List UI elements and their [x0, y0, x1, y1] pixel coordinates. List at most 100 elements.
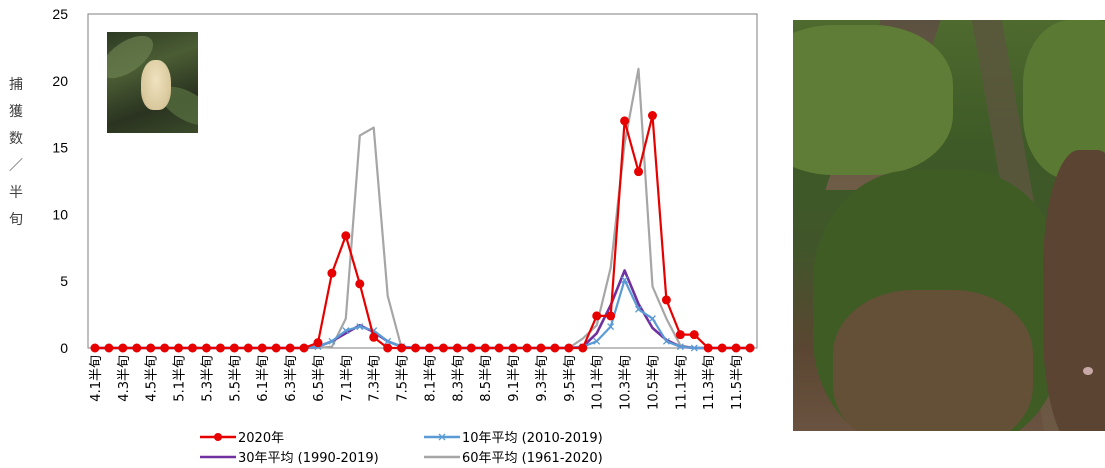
- legend-label: 10年平均 (2010-2019): [462, 431, 603, 446]
- data-point: [745, 343, 755, 353]
- data-point: [494, 343, 504, 353]
- y-tick-label: 0: [60, 340, 68, 356]
- data-point: [592, 311, 602, 321]
- x-tick-label: 4.1半旬: [89, 355, 104, 402]
- data-point: [285, 343, 295, 353]
- x-tick-label: 10.3半旬: [619, 355, 634, 410]
- data-point: [522, 343, 532, 353]
- x-tick-label: 6.5半旬: [312, 355, 327, 402]
- legend-label: 60年平均 (1961-2020): [462, 451, 603, 466]
- data-point: [132, 343, 142, 353]
- data-point: [661, 295, 671, 305]
- tea-field-photo: [793, 20, 1105, 431]
- x-tick-label: 5.5半旬: [228, 355, 243, 402]
- data-point: [647, 111, 657, 121]
- data-point: [536, 343, 546, 353]
- x-tick-label: 11.3半旬: [702, 355, 717, 410]
- tea-row: [793, 25, 953, 175]
- series-line: [95, 114, 750, 350]
- data-point: [690, 344, 698, 352]
- data-point: [355, 279, 365, 289]
- line-chart: 0 5 10 15 20 25 4.1半旬 4.3半旬 4.5半旬 5.1半旬 5.3半旬 5.5半旬…: [52, 6, 758, 466]
- x-tick-label: 4.3半旬: [117, 355, 132, 402]
- data-point: [635, 305, 642, 313]
- data-point: [452, 343, 462, 353]
- series-line: [95, 278, 750, 350]
- data-point: [257, 343, 267, 353]
- y-tick-label: 20: [52, 73, 68, 89]
- chart-panel: 捕 獲 数 ／ 半 旬 0 5 10 15 20 25 4.1半旬 4.3半旬 4.5半旬 5.1…: [8, 6, 758, 466]
- data-point: [243, 343, 253, 353]
- x-tick-label: 9.1半旬: [507, 355, 522, 402]
- petal-speck: [1083, 367, 1093, 375]
- data-point: [508, 343, 518, 353]
- y-tick-label: 15: [52, 140, 68, 156]
- data-point: [215, 343, 225, 353]
- data-point: [411, 343, 421, 353]
- y-axis-label-char: 旬: [9, 212, 23, 228]
- data-point: [578, 343, 588, 353]
- data-point: [607, 323, 615, 331]
- y-axis-label: 捕 獲 数 ／ 半 旬: [8, 72, 24, 234]
- data-point: [466, 343, 476, 353]
- moth-body: [141, 60, 171, 110]
- y-axis-label-char: 捕: [9, 77, 23, 93]
- y-axis-label-char: 獲: [9, 104, 23, 120]
- data-point: [369, 332, 379, 342]
- data-point: [342, 327, 350, 335]
- data-point: [160, 343, 170, 353]
- data-point: [328, 337, 336, 345]
- data-point: [341, 231, 351, 241]
- data-point: [703, 343, 713, 353]
- data-point: [480, 343, 490, 353]
- data-point: [634, 167, 644, 177]
- soil: [833, 290, 1033, 431]
- data-point: [299, 343, 309, 353]
- x-tick-label: 5.3半旬: [200, 355, 215, 402]
- data-point: [229, 343, 239, 353]
- data-point: [620, 116, 630, 126]
- y-tick-label: 25: [52, 6, 68, 22]
- x-tick-label: 9.3半旬: [535, 355, 550, 402]
- x-tick-label: 9.5半旬: [563, 355, 578, 402]
- data-point: [689, 330, 699, 340]
- data-point: [383, 343, 393, 353]
- x-tick-label: 6.1半旬: [256, 355, 271, 402]
- data-point: [104, 343, 114, 353]
- x-tick-label: 8.1半旬: [423, 355, 438, 402]
- data-point: [327, 268, 337, 278]
- x-tick-label: 8.3半旬: [451, 355, 466, 402]
- legend-label: 2020年: [238, 431, 284, 446]
- x-tick-label: 11.1半旬: [674, 355, 689, 410]
- data-point: [606, 311, 616, 321]
- legend-marker: [438, 433, 446, 441]
- data-point: [731, 343, 741, 353]
- y-axis-label-char: ／: [9, 158, 23, 174]
- data-point: [550, 343, 560, 353]
- data-point: [424, 343, 434, 353]
- x-tick-label: 7.5半旬: [396, 355, 411, 402]
- data-point: [313, 338, 323, 348]
- data-point: [174, 343, 184, 353]
- data-point: [621, 276, 629, 284]
- data-point: [676, 343, 684, 351]
- legend-label: 30年平均 (1990-2019): [238, 451, 379, 466]
- data-point: [397, 343, 407, 353]
- x-tick-label: 8.5半旬: [479, 355, 494, 402]
- y-tick-label: 10: [52, 206, 68, 222]
- x-tick-label: 7.3半旬: [368, 355, 383, 402]
- data-point: [675, 330, 685, 340]
- x-tick-label: 4.5半旬: [145, 355, 160, 402]
- x-tick-label: 7.1半旬: [340, 355, 355, 402]
- data-point: [118, 343, 128, 353]
- data-point: [271, 343, 281, 353]
- data-point: [564, 343, 574, 353]
- soil: [1043, 150, 1105, 431]
- legend-marker: [214, 433, 222, 441]
- data-point: [188, 343, 198, 353]
- data-point: [384, 337, 392, 345]
- data-point: [146, 343, 156, 353]
- data-point: [438, 343, 448, 353]
- data-point: [717, 343, 727, 353]
- data-point: [356, 323, 364, 331]
